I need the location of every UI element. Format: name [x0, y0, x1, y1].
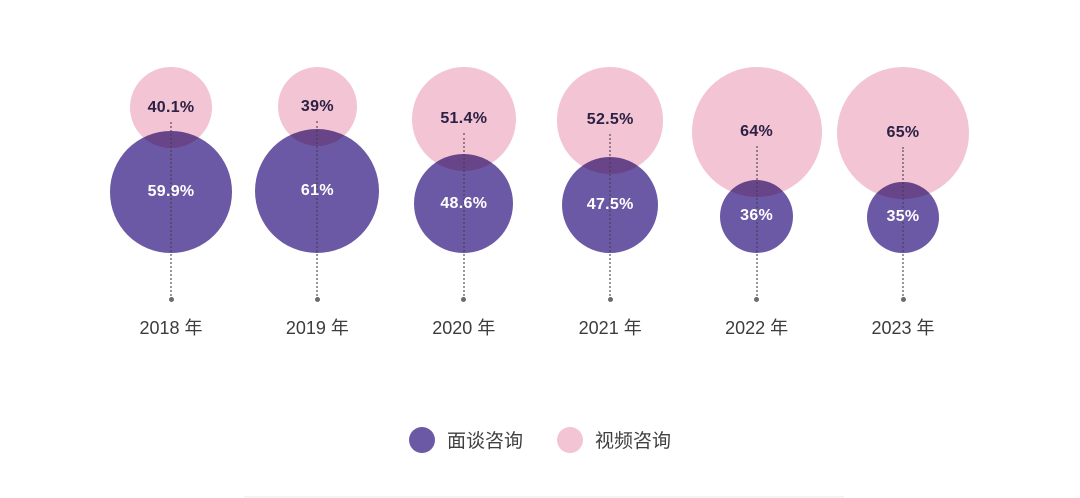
year-label-2023: 2023 年: [871, 318, 935, 338]
guide-line-2021: [609, 134, 612, 296]
value-label-video-2022: 64%: [740, 122, 774, 140]
guide-dot-2022: [754, 297, 760, 302]
legend-label-video: 视频咨询: [595, 431, 672, 452]
value-label-in-person-2023: 35%: [886, 208, 920, 226]
guide-dot-2019: [314, 297, 320, 302]
guide-dot-2018: [168, 297, 174, 302]
year-label-2021: 2021 年: [578, 318, 642, 338]
value-label-video-2023: 65%: [886, 123, 920, 141]
value-label-in-person-2018: 59.9%: [147, 183, 195, 201]
value-label-video-2020: 51.4%: [440, 110, 488, 128]
guide-dot-2020: [461, 297, 467, 302]
guide-line-2022: [755, 145, 758, 296]
value-label-in-person-2019: 61%: [300, 182, 334, 200]
guide-line-2023: [902, 146, 904, 296]
year-label-2020: 2020 年: [432, 318, 496, 338]
value-label-video-2019: 39%: [300, 97, 334, 115]
guide-dot-2021: [607, 297, 613, 302]
legend-swatch-video: [557, 426, 583, 453]
guide-dot-2023: [900, 297, 906, 302]
legend: 面谈咨询 视频咨询: [0, 426, 1080, 453]
legend-label-in-person: 面谈咨询: [446, 431, 523, 452]
year-label-2022: 2022 年: [725, 318, 789, 338]
value-label-in-person-2021: 47.5%: [586, 195, 634, 213]
legend-swatch-in-person: [408, 426, 435, 453]
guide-line-2019: [316, 120, 319, 296]
value-label-video-2018: 40.1%: [147, 98, 195, 116]
year-label-2019: 2019 年: [285, 318, 349, 338]
value-label-in-person-2022: 36%: [740, 207, 774, 225]
guide-line-2020: [462, 133, 465, 296]
year-label-2018: 2018 年: [139, 318, 203, 338]
value-label-video-2021: 52.5%: [586, 111, 634, 129]
value-label-in-person-2020: 48.6%: [440, 194, 488, 212]
bottom-card-edge: [244, 496, 844, 498]
guide-line-2018: [170, 121, 172, 296]
